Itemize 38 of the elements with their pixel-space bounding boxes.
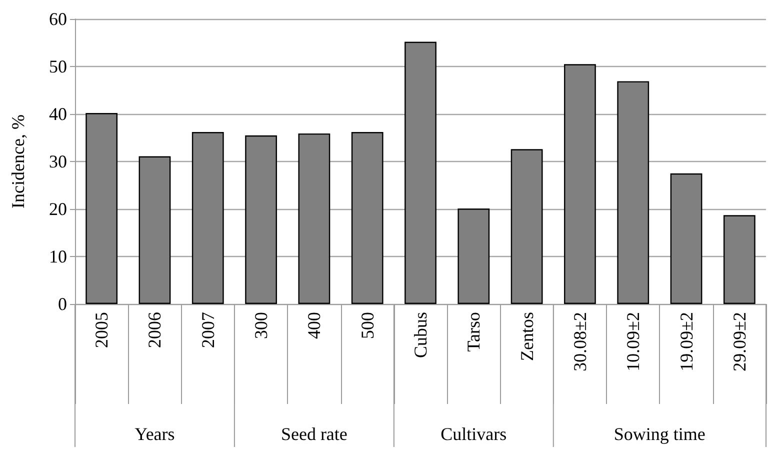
y-tick-label: 10 bbox=[49, 246, 67, 266]
x-tick-label: 400 bbox=[304, 312, 324, 339]
y-tick-label: 60 bbox=[49, 9, 67, 29]
x-tick-label: Zentos bbox=[516, 312, 537, 361]
y-tick-label: 40 bbox=[49, 104, 67, 124]
bar bbox=[617, 81, 650, 304]
bar bbox=[723, 215, 756, 304]
x-tick-label: 2006 bbox=[144, 312, 165, 348]
bar bbox=[245, 135, 277, 304]
bar bbox=[404, 42, 436, 304]
x-tick-label: 500 bbox=[357, 312, 378, 339]
x-tick-label: Tarso bbox=[464, 312, 484, 352]
text: Seed rate bbox=[280, 424, 348, 444]
text: Cultivars bbox=[440, 424, 507, 444]
x-tick-label: 30.08±2 bbox=[570, 312, 590, 372]
x-tick-label: 2007 bbox=[198, 312, 218, 348]
y-tick-label: 30 bbox=[49, 152, 67, 172]
bar bbox=[351, 132, 384, 304]
text: Sowing time bbox=[614, 424, 706, 444]
bar bbox=[298, 133, 330, 304]
x-tick-label: 29.09±2 bbox=[729, 312, 750, 372]
y-axis-title: Incidence, % bbox=[8, 114, 28, 208]
bar bbox=[564, 64, 596, 304]
bar bbox=[458, 208, 490, 304]
y-tick-label: 20 bbox=[49, 199, 67, 219]
x-tick-label: 10.09±2 bbox=[623, 312, 644, 372]
bar bbox=[670, 173, 702, 304]
y-tick-label: 0 bbox=[58, 294, 67, 314]
y-tick-label: 50 bbox=[49, 56, 67, 76]
x-tick-label: 19.09±2 bbox=[676, 312, 696, 372]
bar bbox=[510, 149, 543, 304]
bar bbox=[192, 132, 224, 304]
text: Years bbox=[134, 424, 175, 444]
x-tick-label: 2005 bbox=[92, 312, 112, 348]
bar bbox=[86, 113, 118, 304]
bar bbox=[138, 156, 171, 304]
x-tick-label: Cubus bbox=[410, 312, 430, 358]
x-tick-label: 300 bbox=[251, 312, 272, 339]
